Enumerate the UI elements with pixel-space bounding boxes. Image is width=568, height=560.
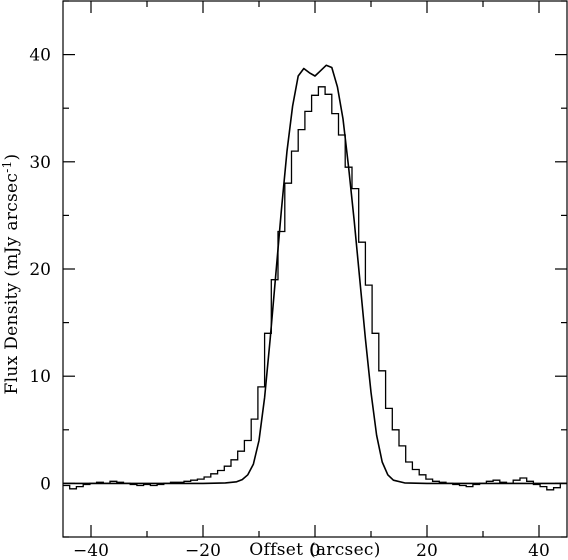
y-tick-label: 40	[29, 46, 51, 66]
plot-border	[62, 0, 568, 538]
y-tick-label: 30	[29, 153, 51, 173]
histogram-series	[63, 86, 567, 491]
y-axis-label-suffix: )	[2, 154, 22, 161]
y-tick-label: 10	[29, 367, 51, 387]
x-tick-label: 20	[416, 541, 438, 560]
axis-ticks	[63, 0, 567, 538]
tick-labels: −40 −20 0 20 40 0 10 20 30 40	[29, 46, 549, 560]
x-tick-label: −40	[73, 541, 109, 560]
plot-frame	[62, 0, 568, 538]
model-curve-series	[63, 64, 567, 485]
y-axis-label: Flux Density (mJy arcsec-1)	[0, 154, 22, 395]
series-group	[63, 64, 567, 491]
y-axis-label-main: Flux Density (mJy arcsec	[2, 173, 22, 395]
x-tick-label: 0	[310, 541, 321, 560]
y-axis-label-superscript: -1	[0, 160, 14, 172]
x-axis-label: Offset (arcsec)	[249, 540, 380, 560]
y-tick-label: 0	[40, 474, 51, 494]
x-tick-label: 40	[528, 541, 550, 560]
y-tick-label: 20	[29, 260, 51, 280]
x-tick-label: −20	[185, 541, 221, 560]
